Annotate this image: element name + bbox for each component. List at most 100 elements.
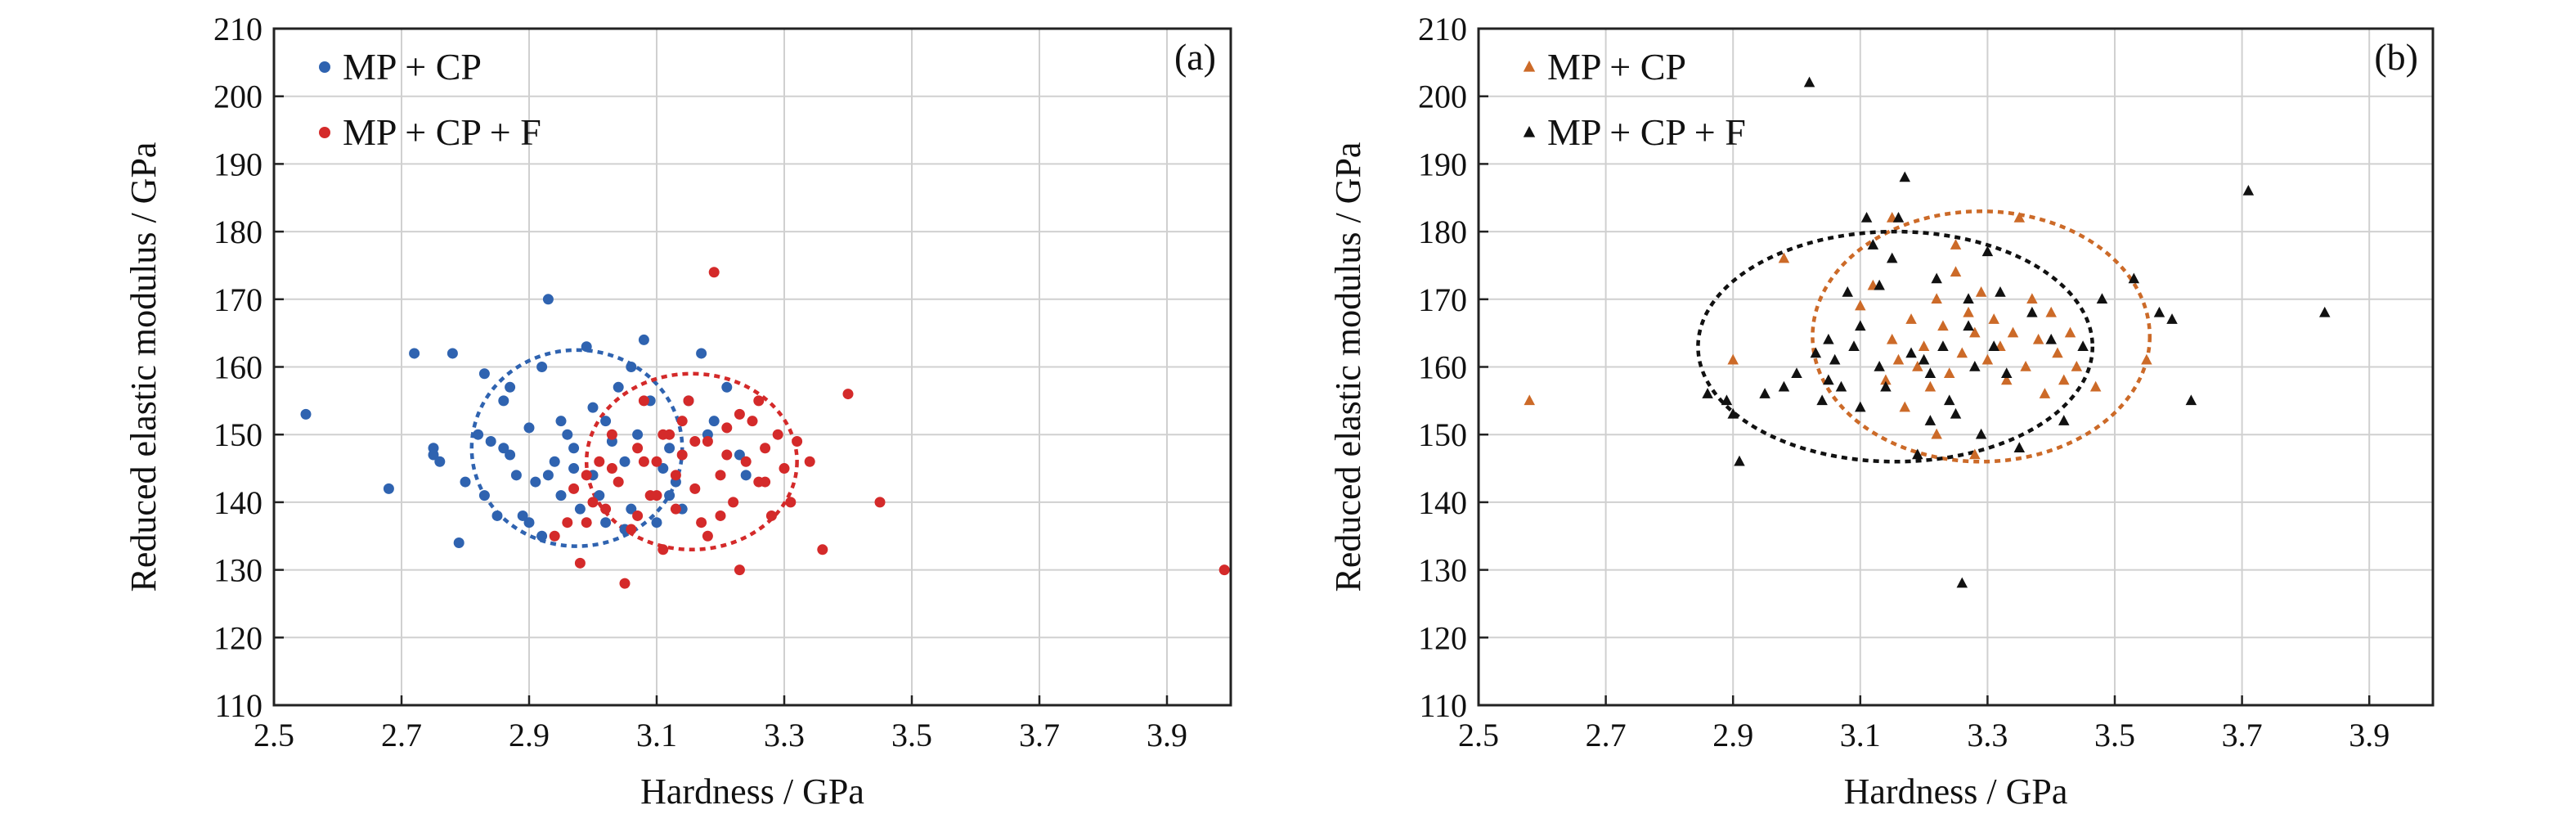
- data-point-series-2: [1823, 374, 1834, 385]
- ellipse-series-2: [584, 371, 799, 552]
- data-point-series-1: [1727, 353, 1739, 365]
- data-point-series-1: [1931, 428, 1942, 439]
- data-point-series-2: [702, 530, 713, 542]
- data-point-series-1: [478, 368, 490, 380]
- data-point-series-1: [2007, 326, 2019, 338]
- data-point-series-1: [1988, 313, 1999, 324]
- data-point-series-1: [434, 456, 446, 467]
- data-point-series-1: [721, 381, 733, 393]
- data-point-series-1: [491, 510, 503, 521]
- data-point-series-1: [600, 416, 612, 427]
- data-point-series-1: [1880, 374, 1892, 385]
- data-point-series-2: [568, 483, 580, 494]
- data-point-series-2: [1734, 455, 1745, 466]
- data-point-series-2: [1943, 394, 1955, 406]
- data-point-series-2: [765, 510, 777, 521]
- data-point-series-2: [740, 456, 752, 467]
- data-point-series-2: [760, 476, 771, 488]
- data-point-series-2: [708, 267, 720, 278]
- data-point-series-1: [478, 490, 490, 501]
- data-point-series-2: [696, 517, 707, 528]
- data-point-series-2: [613, 476, 624, 488]
- data-point-series-1: [542, 470, 554, 481]
- data-point-series-2: [1963, 293, 1974, 304]
- data-point-series-2: [689, 435, 701, 447]
- data-point-series-2: [1702, 388, 1713, 398]
- data-point-series-1: [2045, 306, 2057, 317]
- data-point-series-2: [1880, 380, 1892, 392]
- data-point-series-1: [619, 456, 631, 467]
- data-point-series-2: [1981, 245, 1994, 257]
- data-point-series-1: [409, 348, 420, 359]
- y-tick-label: 150: [213, 416, 263, 453]
- data-point-series-1: [664, 490, 675, 501]
- data-point-series-1: [536, 362, 548, 372]
- x-tick-label: 3.5: [2094, 717, 2135, 753]
- data-point-series-2: [728, 497, 739, 508]
- panel-label: (b): [2374, 36, 2418, 78]
- legend-marker-series-2: [1523, 126, 1536, 137]
- data-point-series-2: [1218, 564, 1230, 576]
- data-point-series-1: [2064, 326, 2076, 338]
- data-point-series-2: [1759, 388, 1770, 398]
- data-point-series-2: [1905, 347, 1917, 358]
- data-point-series-1: [1899, 401, 1911, 412]
- data-point-series-1: [1912, 361, 1923, 371]
- data-point-series-1: [1931, 293, 1942, 304]
- data-point-series-2: [1721, 394, 1733, 406]
- data-point-series-1: [594, 490, 605, 501]
- y-tick-label: 180: [213, 214, 263, 250]
- data-point-series-1: [1969, 448, 1981, 460]
- data-point-series-1: [530, 476, 541, 488]
- data-point-series-1: [696, 348, 707, 359]
- data-point-series-2: [1823, 333, 1834, 344]
- data-point-series-2: [1969, 361, 1981, 371]
- y-tick-label: 200: [213, 79, 263, 115]
- data-point-series-2: [2000, 367, 2013, 379]
- data-point-series-2: [574, 557, 586, 569]
- legend-marker-series-1: [1523, 61, 1536, 72]
- data-point-series-2: [626, 524, 637, 535]
- legend-marker-series-2: [319, 127, 330, 138]
- data-point-series-1: [568, 463, 580, 474]
- data-point-series-1: [1905, 313, 1917, 324]
- data-point-series-1: [632, 429, 644, 440]
- data-point-series-1: [2020, 361, 2031, 371]
- data-point-series-2: [1899, 171, 1911, 182]
- data-point-series-1: [638, 334, 649, 345]
- data-point-series-2: [1963, 320, 1974, 331]
- x-tick-label: 3.5: [891, 717, 932, 753]
- data-point-series-1: [708, 416, 720, 427]
- x-tick-label: 2.9: [509, 717, 550, 753]
- x-tick-label: 2.5: [1458, 717, 1499, 753]
- x-tick-label: 3.9: [2349, 717, 2390, 753]
- data-point-series-1: [555, 416, 567, 427]
- data-point-series-1: [1981, 353, 1994, 365]
- x-tick-label: 3.3: [1967, 717, 2008, 753]
- data-point-series-2: [683, 395, 694, 407]
- x-axis-title: Hardness / GPa: [1844, 771, 2068, 812]
- data-point-series-2: [1816, 394, 1828, 406]
- data-point-series-2: [2128, 272, 2140, 284]
- data-point-series-1: [2141, 353, 2152, 365]
- y-tick-label: 110: [1419, 687, 1467, 724]
- x-tick-label: 3.1: [636, 717, 677, 753]
- y-tick-label: 160: [213, 349, 263, 386]
- y-tick-label: 130: [1418, 552, 1467, 589]
- data-point-series-2: [874, 497, 886, 508]
- data-point-series-1: [2000, 374, 2013, 385]
- data-point-series-2: [606, 429, 617, 440]
- data-point-series-2: [760, 443, 771, 454]
- data-point-series-2: [721, 449, 733, 461]
- data-point-series-1: [1943, 367, 1955, 379]
- data-point-series-2: [1956, 577, 1968, 588]
- data-point-series-2: [2242, 184, 2255, 196]
- data-point-series-2: [2166, 313, 2178, 324]
- data-point-series-1: [657, 463, 669, 474]
- data-point-series-1: [562, 429, 573, 440]
- y-tick-label: 210: [1418, 11, 1467, 47]
- data-point-series-1: [498, 395, 509, 407]
- data-point-series-1: [734, 449, 745, 461]
- data-point-series-1: [574, 503, 586, 515]
